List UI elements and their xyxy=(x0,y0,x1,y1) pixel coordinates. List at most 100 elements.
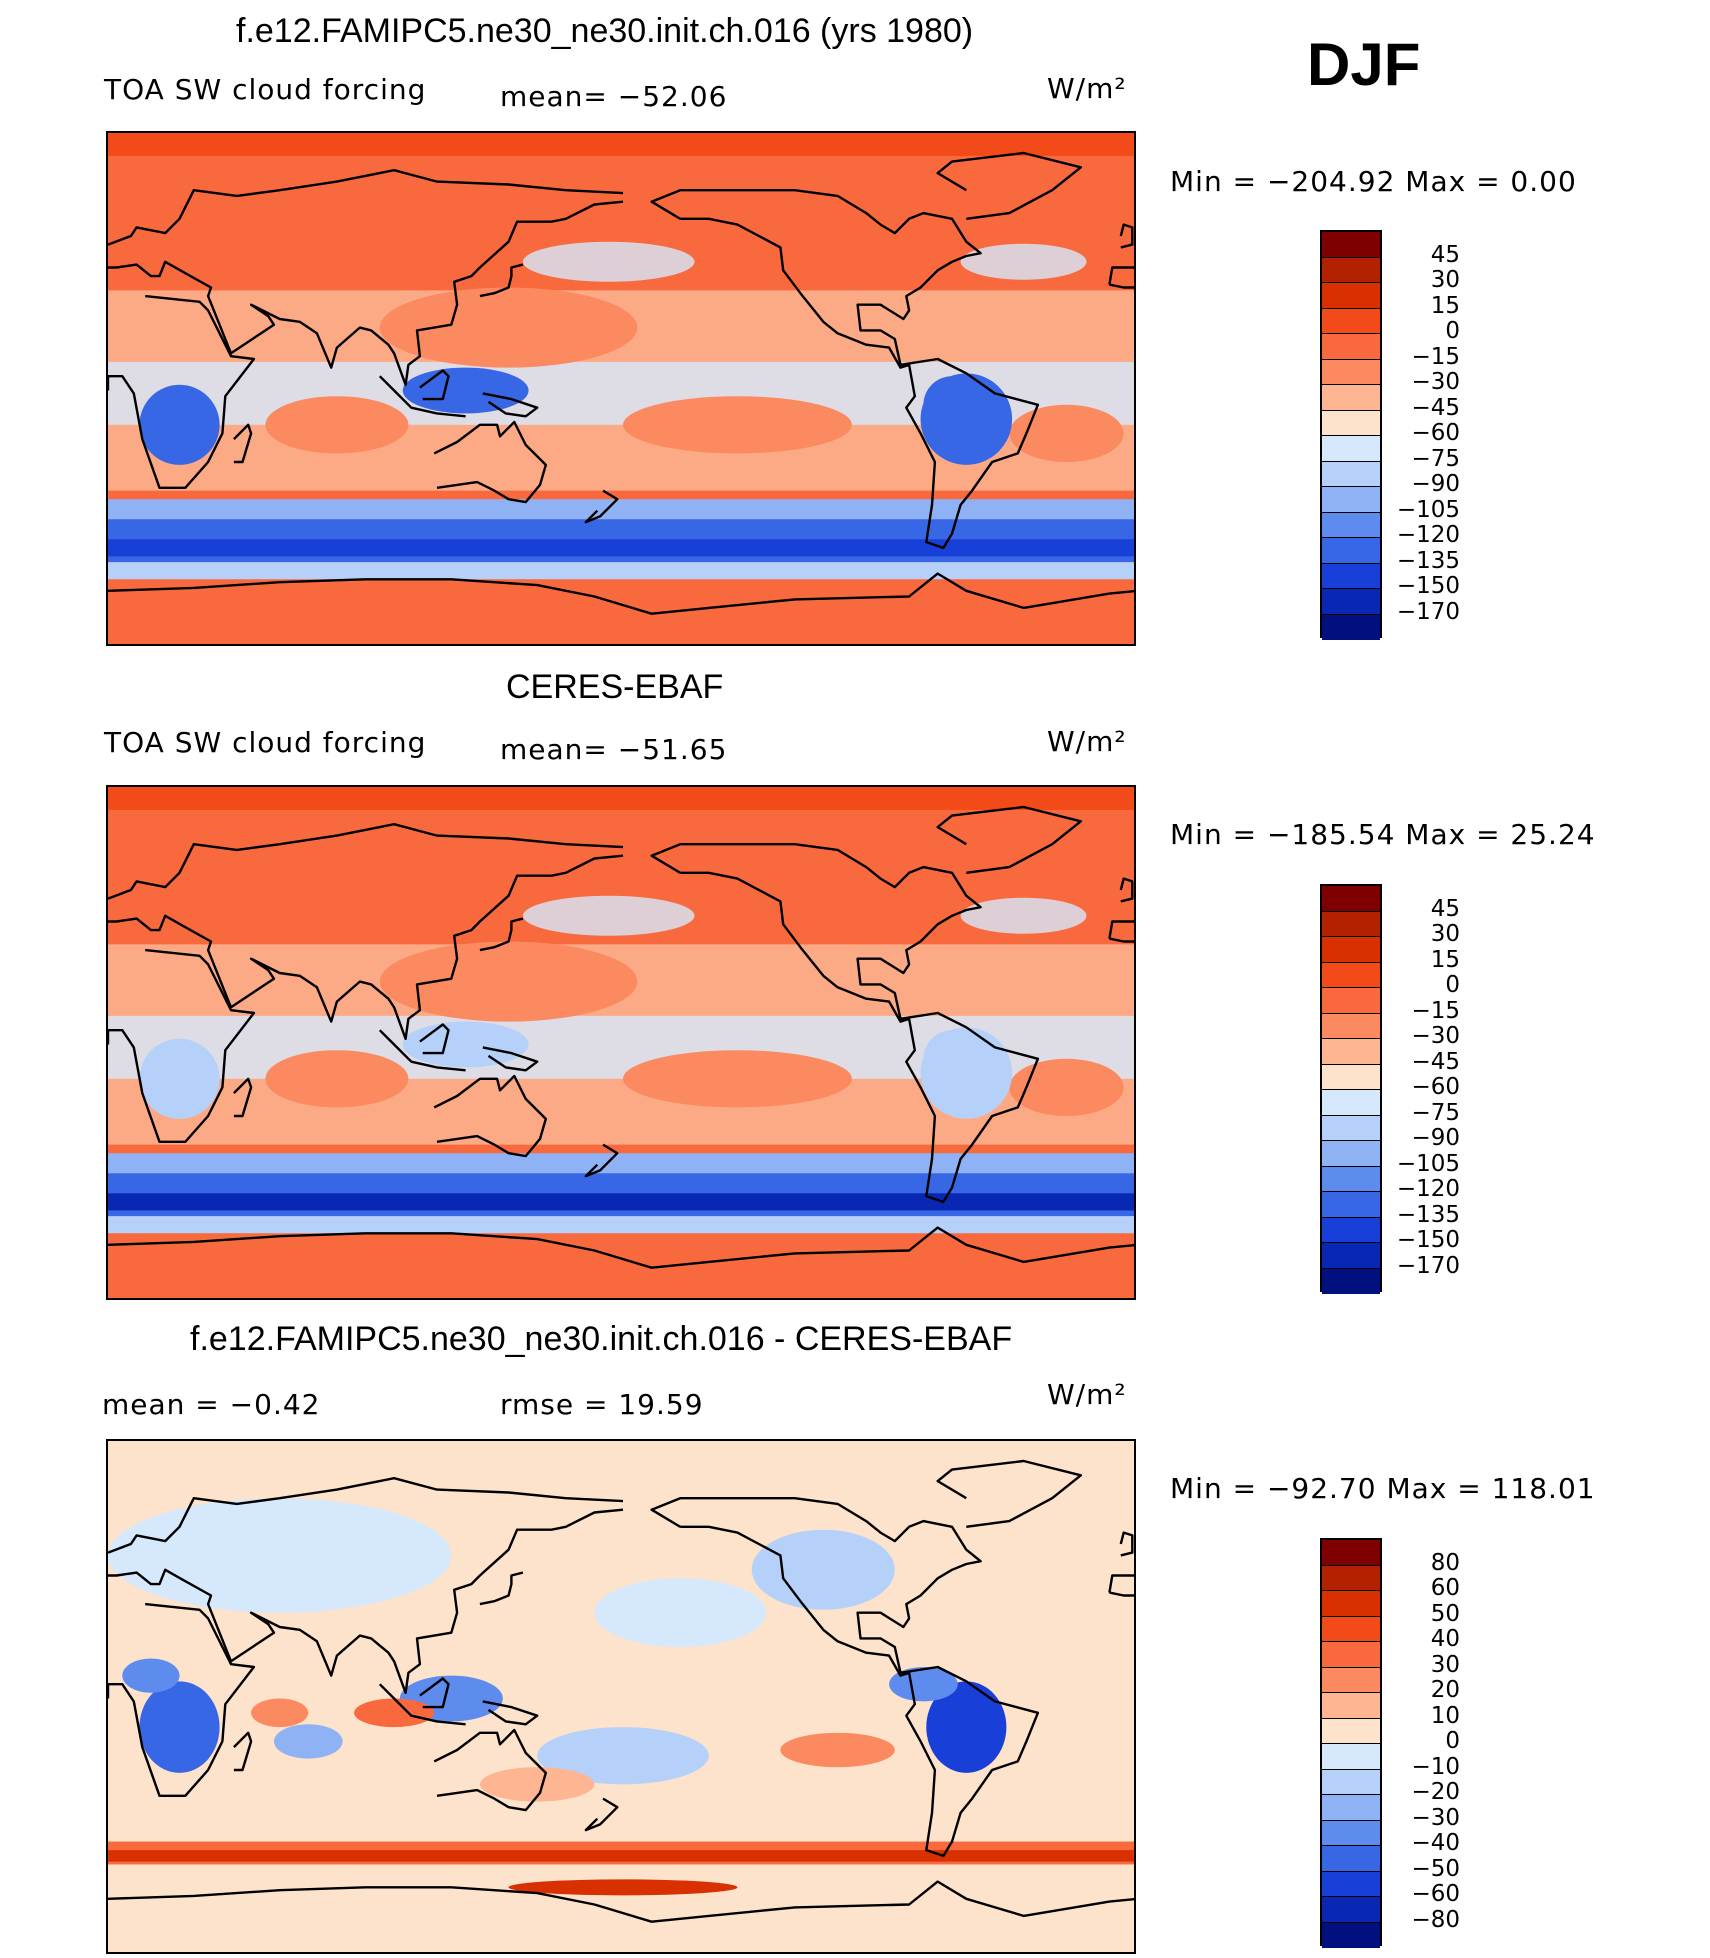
colorbar-tick-label: −10 xyxy=(1411,1753,1460,1780)
panel2-map-field xyxy=(108,787,1134,1298)
colorbar-tick-label: 0 xyxy=(1445,318,1460,344)
colorbar-tick-label: −135 xyxy=(1396,547,1460,574)
panel1-map xyxy=(106,131,1136,646)
colorbar-swatch xyxy=(1322,1922,1380,1948)
colorbar-tick-label: −20 xyxy=(1411,1779,1460,1805)
colorbar-swatch xyxy=(1322,1667,1380,1693)
colorbar-swatch xyxy=(1322,538,1380,564)
colorbar-tick-label: −170 xyxy=(1396,1252,1460,1279)
colorbar-tick-label: −105 xyxy=(1396,1150,1460,1177)
panel1-minmax: Min = −204.92 Max = 0.00 xyxy=(1170,165,1577,198)
colorbar-tick-label: −80 xyxy=(1411,1906,1460,1933)
panel2-colorbar xyxy=(1320,884,1382,1294)
colorbar-swatch xyxy=(1322,1642,1380,1668)
colorbar-tick-label: −60 xyxy=(1411,1881,1460,1907)
colorbar-swatch xyxy=(1322,937,1380,963)
colorbar-tick-label: −60 xyxy=(1411,1074,1460,1100)
panel1-colorbar xyxy=(1320,230,1382,640)
panel1-variable-label: TOA SW cloud forcing xyxy=(104,73,427,106)
colorbar-tick-label: 50 xyxy=(1430,1600,1460,1627)
colorbar-swatch xyxy=(1322,410,1380,436)
colorbar-swatch xyxy=(1322,1591,1380,1617)
colorbar-swatch xyxy=(1322,614,1380,640)
colorbar-swatch xyxy=(1322,1718,1380,1744)
colorbar-swatch xyxy=(1322,283,1380,309)
colorbar-tick-label: −135 xyxy=(1396,1201,1460,1228)
colorbar-swatch xyxy=(1322,461,1380,487)
panel3-title: f.e12.FAMIPC5.ne30_ne30.init.ch.016 - CE… xyxy=(190,1320,1013,1358)
colorbar-swatch xyxy=(1322,385,1380,411)
colorbar-swatch xyxy=(1322,487,1380,513)
colorbar-tick-label: −15 xyxy=(1411,343,1460,370)
colorbar-swatch xyxy=(1322,1192,1380,1218)
panel3-colorbar xyxy=(1320,1538,1382,1948)
panel2-units: W/m² xyxy=(1047,725,1127,758)
colorbar-swatch xyxy=(1322,359,1380,385)
colorbar-swatch xyxy=(1322,1795,1380,1821)
colorbar-swatch xyxy=(1322,563,1380,589)
colorbar-swatch xyxy=(1322,1616,1380,1642)
panel1-title: f.e12.FAMIPC5.ne30_ne30.init.ch.016 (yrs… xyxy=(236,12,974,50)
colorbar-tick-label: −40 xyxy=(1411,1830,1460,1856)
colorbar-swatch xyxy=(1322,1013,1380,1039)
colorbar-swatch xyxy=(1322,1897,1380,1923)
panel1-map-field xyxy=(108,133,1134,644)
colorbar-swatch xyxy=(1322,1166,1380,1192)
colorbar-tick-label: 45 xyxy=(1430,895,1460,922)
colorbar-tick-label: −15 xyxy=(1411,997,1460,1024)
colorbar-swatch xyxy=(1322,1693,1380,1719)
colorbar-tick-label: −170 xyxy=(1396,598,1460,625)
colorbar-tick-label: 10 xyxy=(1430,1702,1460,1729)
colorbar-tick-label: −90 xyxy=(1411,471,1460,497)
panel1-units: W/m² xyxy=(1047,72,1127,105)
colorbar-tick-label: 60 xyxy=(1430,1575,1460,1601)
colorbar-tick-label: −50 xyxy=(1411,1855,1460,1882)
colorbar-swatch xyxy=(1322,232,1380,258)
colorbar-swatch xyxy=(1322,308,1380,334)
panel2-mean: mean= −51.65 xyxy=(500,733,728,766)
colorbar-swatch xyxy=(1322,1039,1380,1065)
colorbar-tick-label: −120 xyxy=(1396,1176,1460,1202)
panel2-variable-label: TOA SW cloud forcing xyxy=(104,726,427,759)
colorbar-swatch xyxy=(1322,911,1380,937)
colorbar-tick-label: −75 xyxy=(1411,445,1460,472)
colorbar-swatch xyxy=(1322,1769,1380,1795)
panel3-minmax: Min = −92.70 Max = 118.01 xyxy=(1170,1472,1596,1505)
colorbar-swatch xyxy=(1322,1846,1380,1872)
panel2-minmax: Min = −185.54 Max = 25.24 xyxy=(1170,818,1596,851)
colorbar-swatch xyxy=(1322,436,1380,462)
colorbar-tick-label: −90 xyxy=(1411,1125,1460,1151)
colorbar-swatch xyxy=(1322,257,1380,283)
colorbar-tick-label: 30 xyxy=(1430,1651,1460,1678)
colorbar-swatch xyxy=(1322,1540,1380,1566)
colorbar-swatch xyxy=(1322,1565,1380,1591)
colorbar-tick-label: 20 xyxy=(1430,1677,1460,1703)
panel3-mean: mean = −0.42 xyxy=(102,1388,321,1421)
colorbar-swatch xyxy=(1322,334,1380,360)
colorbar-swatch xyxy=(1322,1243,1380,1269)
panel3-rmse: rmse = 19.59 xyxy=(500,1388,704,1421)
colorbar-swatch xyxy=(1322,1744,1380,1770)
colorbar-tick-label: 15 xyxy=(1430,946,1460,973)
colorbar-tick-label: −60 xyxy=(1411,420,1460,446)
colorbar-tick-label: 0 xyxy=(1445,1728,1460,1754)
colorbar-tick-label: −150 xyxy=(1396,1227,1460,1253)
colorbar-tick-label: −45 xyxy=(1411,1048,1460,1075)
colorbar-tick-label: −45 xyxy=(1411,394,1460,421)
colorbar-swatch xyxy=(1322,1268,1380,1294)
colorbar-tick-label: −30 xyxy=(1411,1804,1460,1831)
colorbar-tick-label: −75 xyxy=(1411,1099,1460,1126)
colorbar-tick-label: −120 xyxy=(1396,522,1460,548)
colorbar-swatch xyxy=(1322,1217,1380,1243)
colorbar-tick-label: 0 xyxy=(1445,972,1460,998)
panel3-map-field xyxy=(108,1441,1134,1952)
colorbar-tick-label: 30 xyxy=(1430,267,1460,293)
colorbar-swatch xyxy=(1322,962,1380,988)
colorbar-swatch xyxy=(1322,1820,1380,1846)
panel3-map xyxy=(106,1439,1136,1954)
colorbar-swatch xyxy=(1322,1115,1380,1141)
colorbar-swatch xyxy=(1322,1090,1380,1116)
panel3-units: W/m² xyxy=(1047,1378,1127,1411)
colorbar-swatch xyxy=(1322,512,1380,538)
colorbar-swatch xyxy=(1322,1064,1380,1090)
